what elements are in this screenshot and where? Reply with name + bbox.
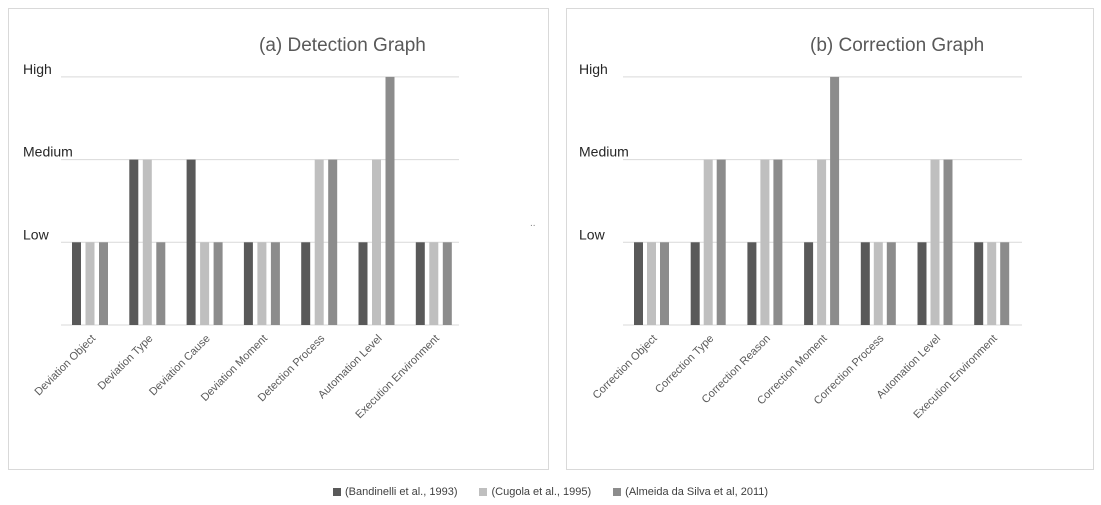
bar-automation-level-0 (917, 242, 927, 325)
bar-execution-environment-1 (429, 242, 439, 325)
bar-correction-type-0 (690, 242, 700, 325)
legend-label-bandinelli: (Bandinelli et al., 1993) (344, 486, 458, 498)
detection-graph-panel: (a) Detection Graph Low Medium High Deviatio… (8, 8, 549, 470)
bar-execution-environment-2 (1000, 242, 1010, 325)
bar-execution-environment-2 (442, 242, 452, 325)
bar-execution-environment-0 (974, 242, 984, 325)
legend-label-almeida: (Almeida da Silva et al, 2011) (625, 486, 769, 498)
bar-correction-process-2 (886, 242, 896, 325)
y-level-label-low: Low (579, 226, 606, 242)
legend-label-cugola: (Cugola et al., 1995) (491, 486, 592, 498)
bar-execution-environment-0 (415, 242, 425, 325)
bar-deviation-type-2 (156, 242, 166, 325)
y-level-label-high: High (579, 61, 608, 77)
bar-deviation-moment-0 (243, 242, 253, 325)
bar-correction-type-1 (703, 159, 713, 325)
bar-correction-object-1 (647, 242, 656, 325)
chart-title: (b) Correction Graph (810, 35, 984, 56)
bar-deviation-moment-2 (270, 242, 280, 325)
bar-correction-object-0 (634, 242, 643, 325)
legend-item-almeida: (Almeida da Silva et al, 2011) (613, 486, 768, 498)
y-level-label-medium: Medium (23, 144, 73, 160)
bar-correction-object-2 (660, 242, 669, 325)
detection-graph-chart: (a) Detection Graph Low Medium High Deviatio… (23, 35, 459, 421)
legend-item-bandinelli: (Bandinelli et al., 1993) (332, 486, 458, 498)
category-label-correction-object: Correction Object (591, 333, 660, 402)
y-level-label-medium: Medium (579, 144, 629, 160)
bar-correction-moment-0 (804, 242, 814, 325)
chart-title: (a) Detection Graph (259, 35, 426, 56)
bar-deviation-cause-0 (186, 159, 196, 325)
category-label-correction-type: Correction Type (653, 333, 716, 396)
bar-automation-level-2 (943, 159, 953, 325)
bar-correction-reason-2 (773, 159, 783, 325)
category-label-deviation-cause: Deviation Cause (147, 333, 213, 399)
bar-deviation-object-2 (99, 242, 108, 325)
category-label-deviation-type: Deviation Type (96, 333, 156, 393)
bar-deviation-object-0 (72, 242, 81, 325)
bar-detection-process-1 (314, 159, 324, 325)
bar-detection-process-0 (301, 242, 311, 325)
bar-automation-level-0 (358, 242, 368, 325)
y-level-label-high: High (23, 61, 52, 77)
bar-correction-reason-1 (760, 159, 770, 325)
bar-automation-level-1 (372, 159, 381, 325)
legend-swatch-bandinelli (332, 488, 341, 496)
legend-item-cugola: (Cugola et al., 1995) (479, 486, 591, 498)
y-level-label-low: Low (23, 226, 50, 242)
bar-correction-process-0 (860, 242, 870, 325)
bar-automation-level-1 (930, 159, 940, 325)
bar-detection-process-2 (328, 159, 338, 325)
bar-correction-reason-0 (747, 242, 757, 325)
legend-swatch-cugola (479, 488, 488, 496)
legend-swatch-almeida (613, 488, 622, 496)
stray-mark: .. (530, 218, 536, 229)
bar-deviation-cause-2 (213, 242, 223, 325)
bar-deviation-type-0 (129, 159, 139, 325)
correction-graph-panel: (b) Correction Graph Low Medium High Correct… (566, 8, 1094, 470)
bar-deviation-type-1 (142, 159, 152, 325)
bar-deviation-object-1 (85, 242, 95, 325)
bar-correction-moment-2 (830, 76, 840, 326)
bar-correction-process-1 (873, 242, 883, 325)
category-label-deviation-object: Deviation Object (33, 333, 99, 399)
bar-correction-moment-1 (817, 159, 827, 325)
correction-graph-chart: (b) Correction Graph Low Medium High Correct… (579, 35, 1022, 421)
bar-deviation-moment-1 (257, 242, 267, 325)
chart-legend: (Bandinelli et al., 1993) (Cugola et al.… (0, 486, 1101, 498)
bar-correction-type-2 (716, 159, 726, 325)
bar-automation-level-2 (385, 76, 395, 326)
bar-execution-environment-1 (987, 242, 997, 325)
bar-deviation-cause-1 (200, 242, 210, 325)
